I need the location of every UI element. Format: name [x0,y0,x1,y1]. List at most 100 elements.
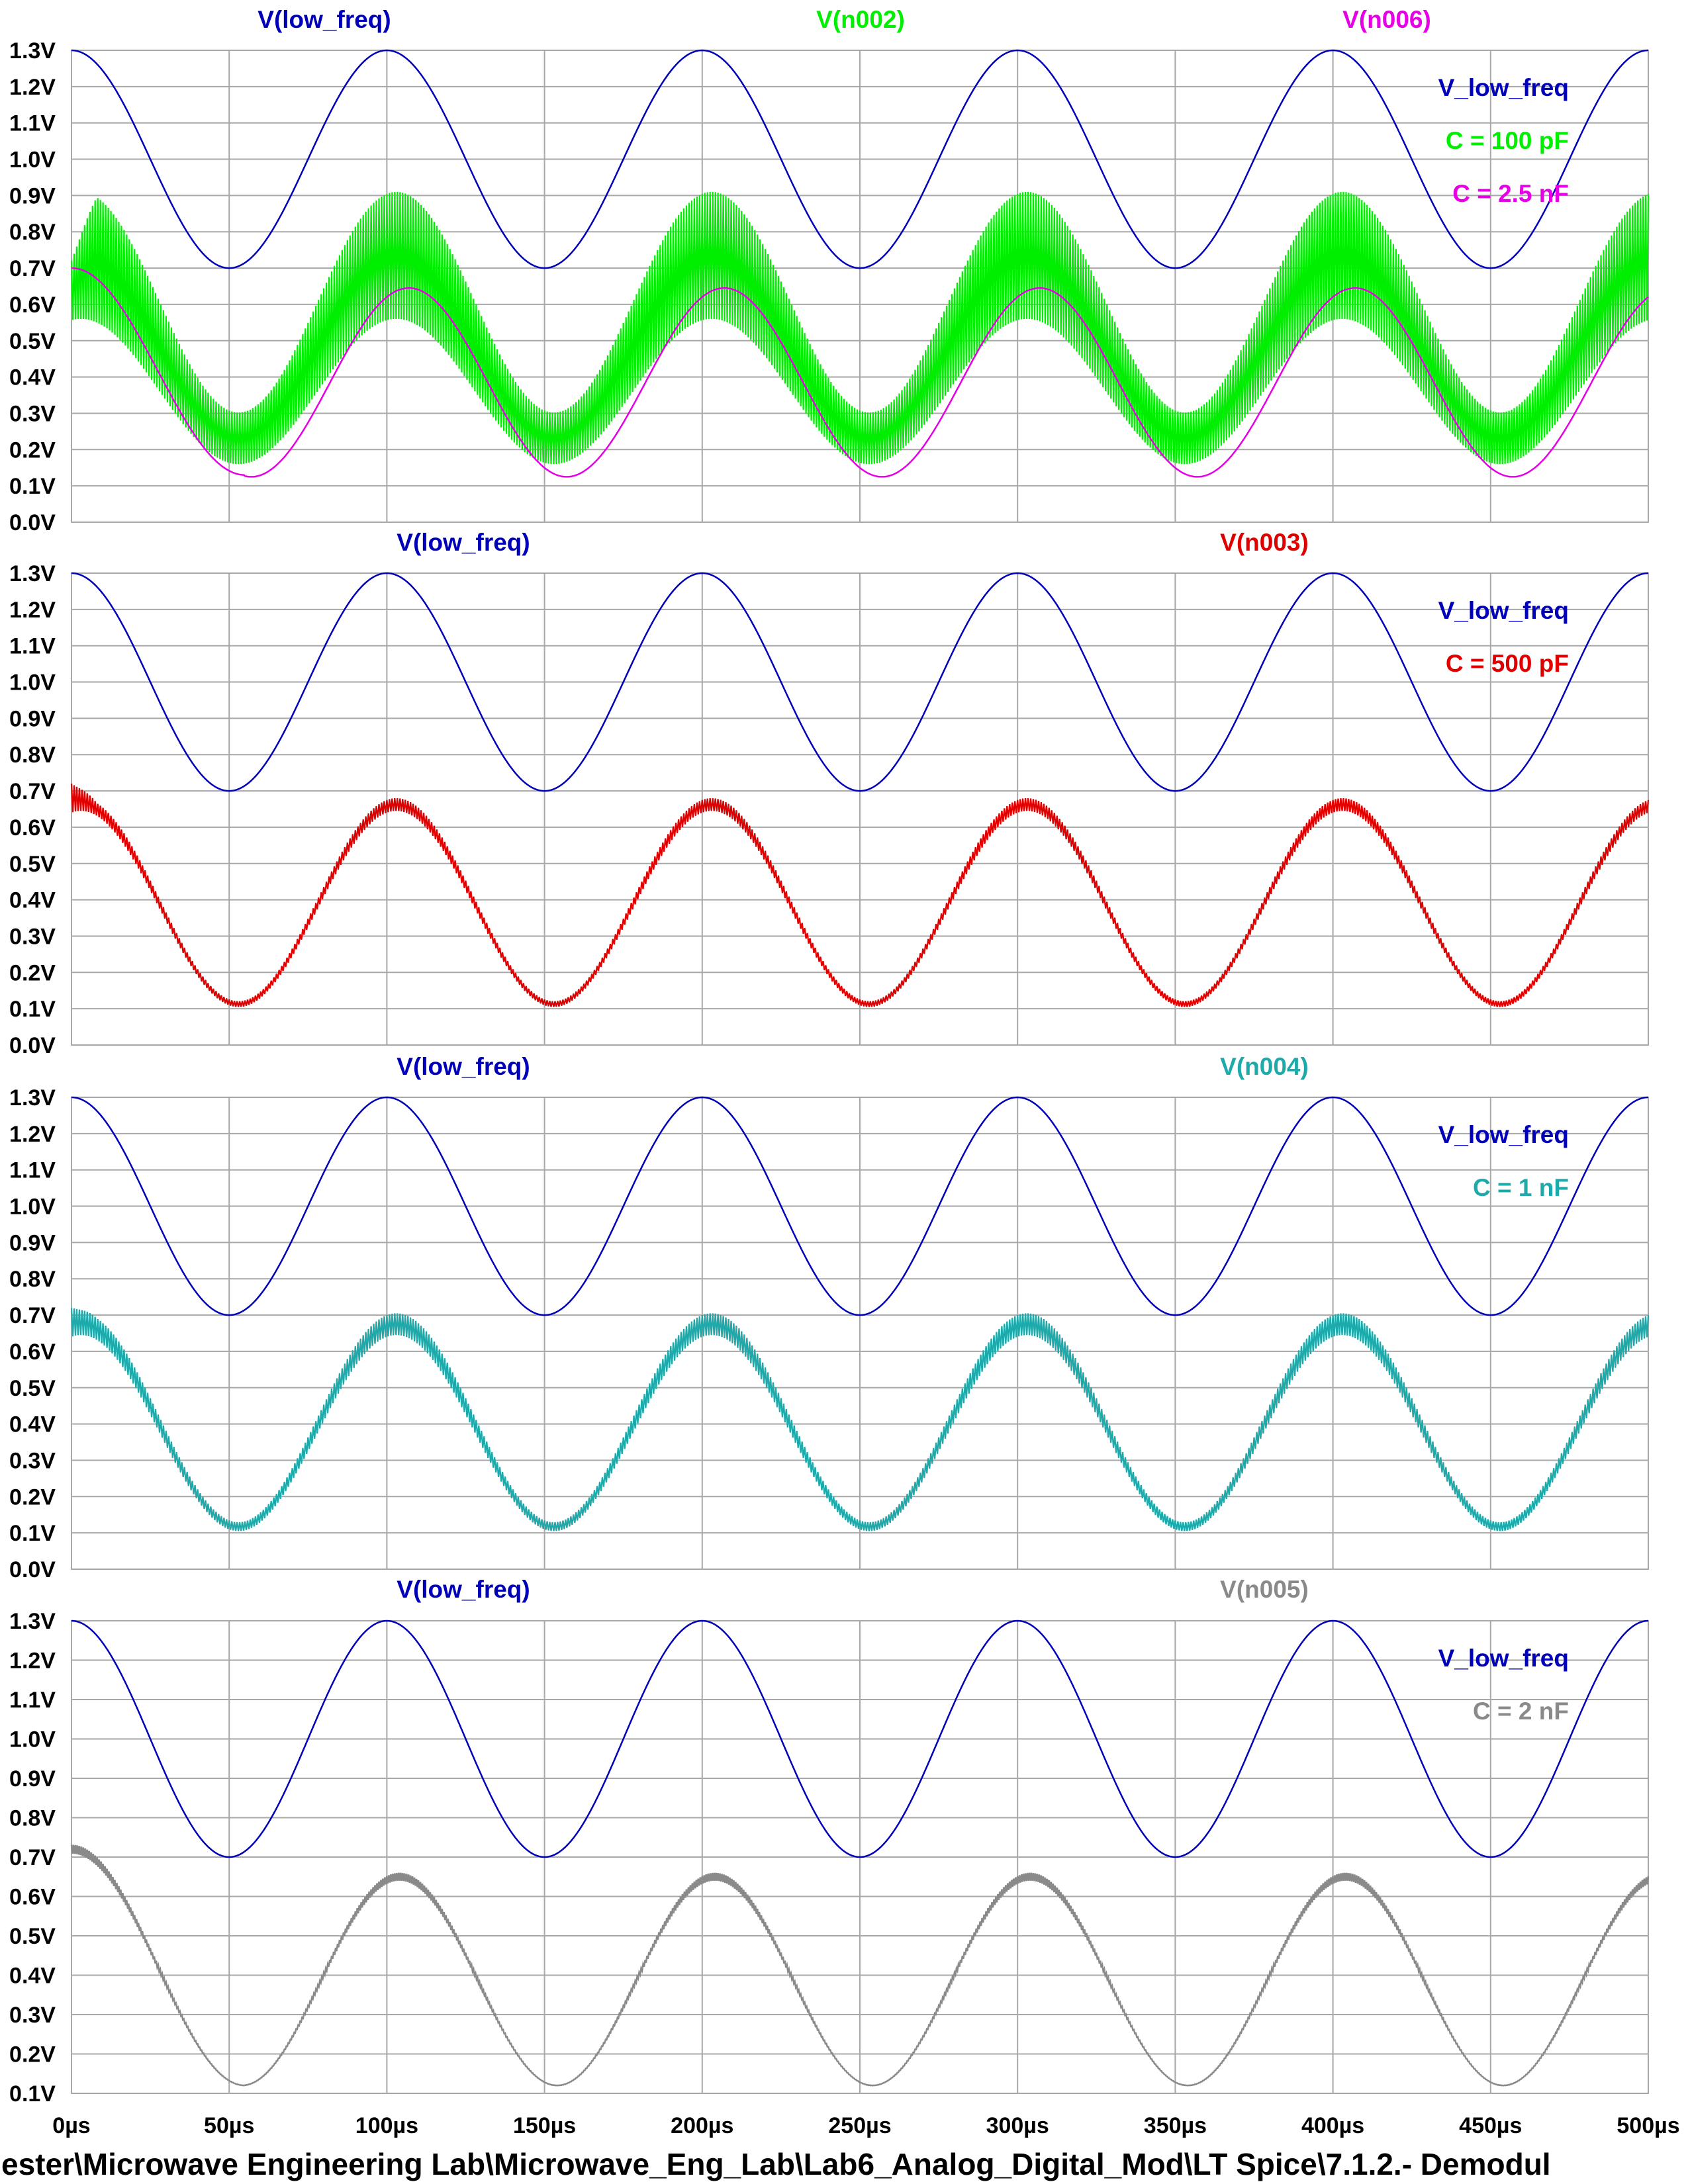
y-tick-label: 0.0V [9,510,56,535]
y-tick-label: 0.3V [9,2003,56,2028]
y-tick-label: 0.4V [9,365,56,390]
x-tick-label: 500µs [1617,2113,1679,2138]
trace-low_freq [71,1096,1649,1316]
y-tick-label: 1.3V [9,1085,56,1111]
plot-frame [71,572,1649,1046]
chart-pane-4: 1.3V 1.2V 1.1V 1.0V 0.9V 0.8V 0.7V 0.6V 0.5V 0.4V… [9,1576,1680,2138]
y-tick-label: 0.3V [9,1448,56,1473]
x-tick-label: 350µs [1144,2113,1207,2138]
y-tick-label: 0.3V [9,924,56,949]
trace-n004 [70,1308,1650,1531]
waveform-panes: 1.3V 1.2V 1.1V 1.0V 0.9V 0.8V 0.7V 0.6V 0.5V 0.4V… [9,6,1680,2138]
y-tick-label: 0.8V [9,220,56,245]
y-tick-label: 0.4V [9,1412,56,1437]
legend-label-n004: C = 1 nF [1473,1174,1569,1201]
x-tick-label: 250µs [828,2113,891,2138]
y-tick-label: 0.9V [9,183,56,208]
trace-low_freq [71,572,1649,792]
y-tick-label: 0.9V [9,1230,56,1255]
y-tick-label: 0.4V [9,888,56,913]
trace-low_freq [71,1619,1649,1858]
y-tick-label: 0.1V [9,2081,56,2107]
trace-label-n004[interactable]: V(n004) [1220,1053,1309,1080]
chart-pane-3: 1.3V 1.2V 1.1V 1.0V 0.9V 0.8V 0.7V 0.6V 0.5V 0.4V… [9,1053,1650,1582]
y-tick-label: 0.9V [9,1766,56,1792]
file-path-footer: ester\Microwave Engineering Lab\Microwav… [1,2147,1551,2181]
y-tick-label: 0.6V [9,1885,56,1910]
legend-label-low_freq: V_low_freq [1438,1645,1569,1672]
y-tick-label: 1.3V [9,38,56,64]
trace-label-n003[interactable]: V(n003) [1220,529,1309,556]
legend-label-n002: C = 100 pF [1446,127,1569,154]
x-tick-label: 0µs [52,2113,90,2138]
x-tick-label: 400µs [1301,2113,1364,2138]
y-tick-label: 1.1V [9,634,56,659]
y-tick-label: 1.0V [9,148,56,173]
y-tick-label: 0.6V [9,1340,56,1365]
y-tick-label: 0.2V [9,1484,56,1510]
y-tick-label: 0.7V [9,1845,56,1870]
trace-label-low_freq[interactable]: V(low_freq) [397,529,530,556]
y-tick-label: 1.0V [9,1195,56,1220]
plot-frame [71,1620,1649,2094]
legend-label-low_freq: V_low_freq [1438,1121,1569,1148]
x-tick-label: 450µs [1459,2113,1522,2138]
trace-label-low_freq[interactable]: V(low_freq) [258,6,391,33]
trace-label-n006[interactable]: V(n006) [1342,6,1431,33]
y-tick-label: 1.0V [9,1727,56,1752]
chart-pane-2: 1.3V 1.2V 1.1V 1.0V 0.9V 0.8V 0.7V 0.6V 0.5V 0.4V… [9,529,1650,1058]
x-tick-label: 300µs [986,2113,1049,2138]
y-tick-label: 0.7V [9,779,56,804]
trace-n005 [70,1844,1650,2087]
y-tick-label: 0.6V [9,815,56,841]
chart-pane-1: 1.3V 1.2V 1.1V 1.0V 0.9V 0.8V 0.7V 0.6V 0.5V 0.4V… [9,6,1650,535]
y-tick-label: 0.2V [9,960,56,985]
trace-label-low_freq[interactable]: V(low_freq) [397,1576,530,1603]
legend-label-low_freq: V_low_freq [1438,597,1569,624]
y-tick-label: 0.8V [9,1806,56,1831]
legend-label-n006: C = 2.5 nF [1452,180,1569,207]
y-tick-label: 0.2V [9,437,56,463]
y-tick-label: 0.8V [9,743,56,768]
y-tick-label: 0.3V [9,401,56,426]
y-tick-label: 1.0V [9,670,56,696]
y-tick-label: 1.2V [9,1649,56,1674]
y-tick-label: 0.0V [9,1033,56,1058]
y-tick-label: 0.9V [9,706,56,731]
trace-label-low_freq[interactable]: V(low_freq) [397,1053,530,1080]
x-tick-label: 150µs [513,2113,576,2138]
y-tick-label: 1.2V [9,598,56,623]
trace-n003 [70,784,1650,1007]
trace-low_freq [71,49,1649,269]
y-tick-label: 0.7V [9,256,56,281]
y-tick-label: 0.5V [9,329,56,354]
y-tick-label: 0.8V [9,1267,56,1292]
y-tick-label: 0.6V [9,293,56,318]
trace-n006 [71,267,1649,478]
legend-label-low_freq: V_low_freq [1438,74,1569,101]
trace-label-n005[interactable]: V(n005) [1220,1576,1309,1603]
legend-label-n003: C = 500 pF [1446,650,1569,677]
y-tick-label: 1.2V [9,1122,56,1147]
y-tick-label: 1.1V [9,111,56,136]
y-tick-label: 1.1V [9,1688,56,1713]
y-tick-label: 1.3V [9,561,56,586]
y-tick-label: 0.1V [9,997,56,1022]
x-tick-label: 200µs [671,2113,733,2138]
y-tick-label: 0.5V [9,1376,56,1401]
x-tick-label: 50µs [204,2113,254,2138]
y-tick-label: 0.5V [9,1924,56,1949]
plot-frame [71,1097,1649,1570]
y-tick-label: 1.2V [9,75,56,100]
y-tick-label: 0.2V [9,2042,56,2068]
y-tick-label: 1.1V [9,1158,56,1183]
y-tick-label: 0.0V [9,1557,56,1582]
y-tick-label: 0.7V [9,1303,56,1328]
y-tick-label: 0.1V [9,474,56,499]
y-tick-label: 0.1V [9,1521,56,1546]
trace-n002 [70,191,1650,465]
y-tick-label: 0.5V [9,852,56,877]
y-tick-label: 1.3V [9,1609,56,1634]
trace-label-n002[interactable]: V(n002) [816,6,905,33]
